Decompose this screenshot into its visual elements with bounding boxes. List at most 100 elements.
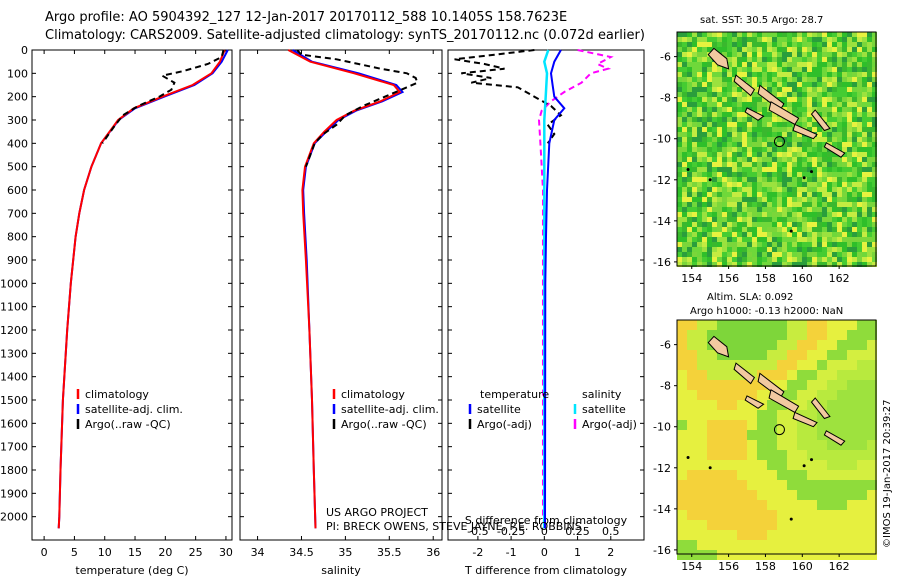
map-cell <box>717 202 722 207</box>
map-cell <box>722 42 727 47</box>
map-cell <box>827 92 832 97</box>
map-cell <box>707 530 717 540</box>
map-cell <box>717 162 722 167</box>
map-cell <box>852 222 857 227</box>
map-cell <box>842 37 847 42</box>
map-cell <box>707 212 712 217</box>
map-cell <box>837 197 842 202</box>
map-cell <box>742 232 747 237</box>
map-cell <box>872 122 877 127</box>
map-cell <box>712 72 717 77</box>
map-cell <box>857 197 862 202</box>
map-cell <box>847 520 857 530</box>
map-cell <box>857 470 867 480</box>
map-cell <box>852 152 857 157</box>
map-cell <box>712 182 717 187</box>
map-cell <box>762 147 767 152</box>
map-cell <box>737 257 742 262</box>
map-cell <box>802 182 807 187</box>
map-cell <box>677 330 687 340</box>
map-cell <box>747 122 752 127</box>
map-cell <box>812 82 817 87</box>
map-cell <box>782 247 787 252</box>
map-cell <box>747 57 752 62</box>
map-cell <box>737 212 742 217</box>
island <box>707 47 730 70</box>
map-cell <box>707 350 717 360</box>
y-tick-label: 1600 <box>0 417 28 430</box>
map-cell <box>727 350 737 360</box>
island <box>792 123 818 140</box>
map-cell <box>782 127 787 132</box>
map-cell <box>722 47 727 52</box>
map-cell <box>797 430 807 440</box>
map-cell <box>827 172 832 177</box>
map-cell <box>777 360 787 370</box>
map-cell <box>727 207 732 212</box>
map-cell <box>752 57 757 62</box>
map-cell <box>787 152 792 157</box>
map-cell <box>717 410 727 420</box>
map-cell <box>682 177 687 182</box>
map-cell <box>737 102 742 107</box>
map-cell <box>682 152 687 157</box>
map-cell <box>782 82 787 87</box>
map-cell <box>807 340 817 350</box>
map-cell <box>697 77 702 82</box>
map-cell <box>737 152 742 157</box>
sla-map-title-1: Altim. SLA: 0.092 <box>707 292 794 303</box>
map-cell <box>757 550 767 560</box>
map-cell <box>777 62 782 67</box>
map-cell <box>717 480 727 490</box>
map-cell <box>747 137 752 142</box>
map-cell <box>857 530 867 540</box>
map-cell <box>787 550 797 560</box>
map-cell <box>817 167 822 172</box>
map-cell <box>802 32 807 37</box>
map-cell <box>817 132 822 137</box>
map-cell <box>857 510 867 520</box>
map-cell <box>857 370 867 380</box>
map-cell <box>787 242 792 247</box>
map-cell <box>832 82 837 87</box>
map-cell <box>687 47 692 52</box>
map-cell <box>872 162 877 167</box>
map-cell <box>852 167 857 172</box>
map-cell <box>697 97 702 102</box>
map-cell <box>797 112 802 117</box>
map-cell <box>702 62 707 67</box>
legend-label: climatology <box>85 388 149 401</box>
legend-label: satellite-adj. clim. <box>341 403 439 416</box>
map-cell <box>712 92 717 97</box>
map-cell <box>807 122 812 127</box>
map-cell <box>712 202 717 207</box>
map-cell <box>867 192 872 197</box>
map-cell <box>787 37 792 42</box>
map-cell <box>787 540 797 550</box>
map-cell <box>687 330 697 340</box>
x-tick-label: 30 <box>219 546 233 559</box>
map-cell <box>807 520 817 530</box>
map-cell <box>857 147 862 152</box>
map-cell <box>697 192 702 197</box>
map-cell <box>842 252 847 257</box>
map-cell <box>792 177 797 182</box>
map-cell <box>692 32 697 37</box>
map-cell <box>817 37 822 42</box>
map-cell <box>707 470 717 480</box>
map-cell <box>682 112 687 117</box>
map-cell <box>842 212 847 217</box>
map-cell <box>767 440 777 450</box>
map-cell <box>807 237 812 242</box>
map-cell <box>687 62 692 67</box>
map-cell <box>837 177 842 182</box>
map-cell <box>677 142 682 147</box>
map-cell <box>732 87 737 92</box>
map-cell <box>682 262 687 267</box>
map-cell <box>857 162 862 167</box>
map-cell <box>682 247 687 252</box>
map-cell <box>702 112 707 117</box>
map-cell <box>767 242 772 247</box>
map-cell <box>797 237 802 242</box>
map-cell <box>722 132 727 137</box>
